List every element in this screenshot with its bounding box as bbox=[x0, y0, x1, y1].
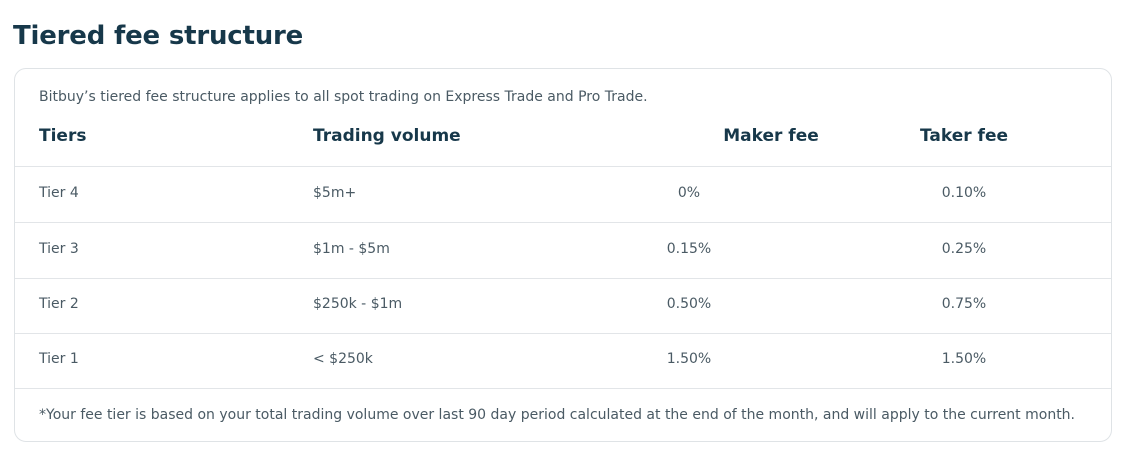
volume-cell: $5m+ bbox=[313, 185, 357, 201]
intro-text: Bitbuy’s tiered fee structure applies to… bbox=[39, 89, 648, 105]
header-trading-volume: Trading volume bbox=[313, 126, 461, 146]
tier-cell: Tier 3 bbox=[39, 241, 79, 257]
maker-fee-cell: 0.15% bbox=[666, 241, 712, 257]
page-title: Tiered fee structure bbox=[13, 21, 304, 51]
table-row: Tier 1 < $250k 1.50% 1.50% bbox=[15, 333, 1111, 389]
taker-fee-cell: 0.25% bbox=[941, 241, 987, 257]
table-row: Tier 2 $250k - $1m 0.50% 0.75% bbox=[15, 278, 1111, 334]
maker-fee-cell: 0.50% bbox=[666, 296, 712, 312]
taker-fee-cell: 0.10% bbox=[941, 185, 987, 201]
fee-table-card: Bitbuy’s tiered fee structure applies to… bbox=[14, 68, 1112, 442]
taker-fee-cell: 1.50% bbox=[941, 351, 987, 367]
taker-fee-cell: 0.75% bbox=[941, 296, 987, 312]
table-header-row: Tiers Trading volume Maker fee Taker fee bbox=[15, 119, 1111, 167]
tier-cell: Tier 2 bbox=[39, 296, 79, 312]
tier-cell: Tier 1 bbox=[39, 351, 79, 367]
volume-cell: < $250k bbox=[313, 351, 373, 367]
header-maker-fee: Maker fee bbox=[723, 126, 819, 146]
header-taker-fee: Taker fee bbox=[919, 126, 1008, 146]
table-row: Tier 4 $5m+ 0% 0.10% bbox=[15, 167, 1111, 223]
table-row: Tier 3 $1m - $5m 0.15% 0.25% bbox=[15, 223, 1111, 279]
maker-fee-cell: 0% bbox=[677, 185, 701, 201]
volume-cell: $250k - $1m bbox=[313, 296, 403, 312]
maker-fee-cell: 1.50% bbox=[666, 351, 712, 367]
footnote: *Your fee tier is based on your total tr… bbox=[39, 407, 1076, 423]
volume-cell: $1m - $5m bbox=[313, 241, 390, 257]
header-tiers: Tiers bbox=[39, 126, 87, 146]
tier-cell: Tier 4 bbox=[39, 185, 79, 201]
